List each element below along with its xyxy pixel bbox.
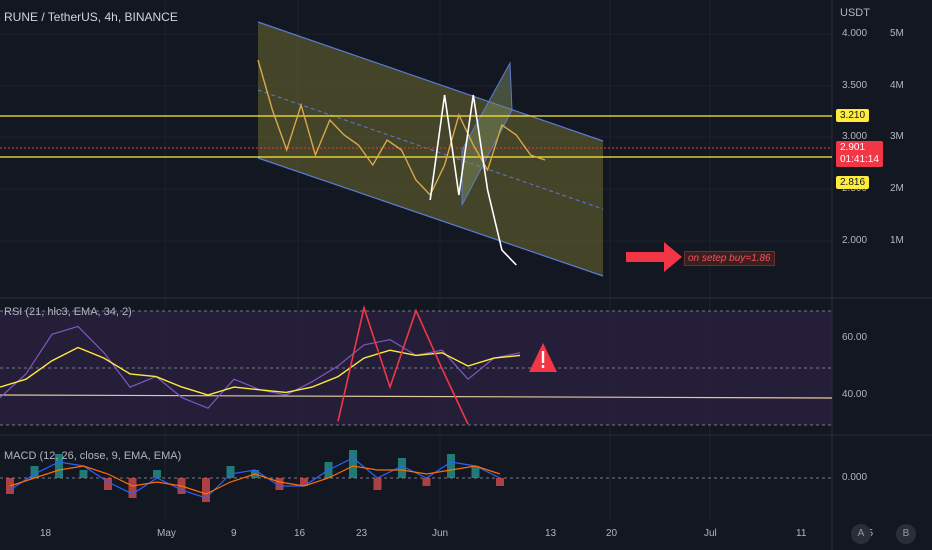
macd-histogram-bar xyxy=(79,470,88,478)
rsi-tick-label: 60.00 xyxy=(842,332,868,343)
price-series xyxy=(257,59,546,266)
x-tick-label: May xyxy=(157,528,176,539)
macd-histogram-bar xyxy=(496,478,504,486)
auto-scale-button[interactable]: A xyxy=(851,524,871,544)
macd-histogram-bar xyxy=(471,466,480,478)
macd-title: MACD (12, 26, close, 9, EMA, EMA) xyxy=(4,450,182,462)
warning-icon xyxy=(529,343,557,372)
rsi-ema-line xyxy=(0,346,521,396)
macd-histogram-bar xyxy=(30,466,39,478)
macd-line xyxy=(9,457,501,499)
macd-histogram-bar xyxy=(226,466,235,478)
channel-mid xyxy=(257,89,604,210)
rsi-trendline xyxy=(0,394,833,399)
macd-histogram-bar xyxy=(55,454,63,478)
x-tick-label: 13 xyxy=(545,528,557,539)
macd-histogram-bar xyxy=(422,478,431,486)
macd-histogram-bar xyxy=(447,454,455,478)
resistance-price-tag: 3.210 xyxy=(836,109,870,122)
macd-tick-label: 0.000 xyxy=(842,472,868,483)
price-line xyxy=(257,59,546,197)
price-tick-label: 3.500 xyxy=(842,80,868,91)
macd-histogram-bar xyxy=(202,478,210,502)
macd-histogram-bar xyxy=(300,478,308,486)
x-tick-label: Jul xyxy=(704,528,717,539)
x-tick-label: 23 xyxy=(356,528,368,539)
support-price-tag: 2.816 xyxy=(836,176,870,189)
volume-tick-label: 5M xyxy=(890,28,904,39)
rsi-tick-label: 40.00 xyxy=(842,389,868,400)
projection-line xyxy=(429,94,517,266)
macd-histogram-bar xyxy=(128,478,137,498)
current-price-tag: 2.901 01:41:14 xyxy=(836,141,883,167)
x-tick-label: 18 xyxy=(40,528,52,539)
volume-tick-label: 4M xyxy=(890,80,904,91)
price-tick-label: 2.000 xyxy=(842,235,868,246)
countdown: 01:41:14 xyxy=(840,154,879,165)
macd-histogram-bar xyxy=(349,450,357,478)
red-arrow-icon xyxy=(626,242,682,272)
volume-tick-label: 2M xyxy=(890,183,904,194)
macd-histogram-bar xyxy=(153,470,161,478)
volume-tick-label: 3M xyxy=(890,131,904,142)
x-tick-label: 9 xyxy=(231,528,237,539)
rsi-title: RSI (21, hlc3, EMA, 34, 2) xyxy=(4,306,132,318)
volume-tick-label: 1M xyxy=(890,235,904,246)
current-price: 2.901 xyxy=(840,142,866,153)
rsi-pattern-line xyxy=(337,304,469,425)
channel-upper xyxy=(257,21,604,142)
macd-histogram-bar xyxy=(275,478,284,490)
buy-annotation: on setep buy=1.86 xyxy=(684,251,775,266)
grid xyxy=(0,0,832,520)
price-tick-label: 4.000 xyxy=(842,28,868,39)
macd-series xyxy=(6,450,504,502)
macd-histogram-bar xyxy=(104,478,112,490)
axis-currency: USDT xyxy=(840,7,870,19)
price-tick-label: 3.000 xyxy=(842,131,868,142)
x-tick-label: 11 xyxy=(796,528,807,539)
macd-histogram-bar xyxy=(373,478,382,490)
x-tick-label: 16 xyxy=(294,528,306,539)
x-tick-label: Jun xyxy=(432,528,449,539)
symbol-title: RUNE / TetherUS, 4h, BINANCE xyxy=(4,10,178,24)
rsi-series xyxy=(0,304,521,425)
wedge xyxy=(461,61,513,206)
macd-histogram-bar xyxy=(398,458,406,478)
signal-line xyxy=(9,465,501,495)
channel-lower xyxy=(257,157,604,277)
log-scale-button[interactable]: B xyxy=(896,524,916,544)
x-tick-label: 20 xyxy=(606,528,618,539)
